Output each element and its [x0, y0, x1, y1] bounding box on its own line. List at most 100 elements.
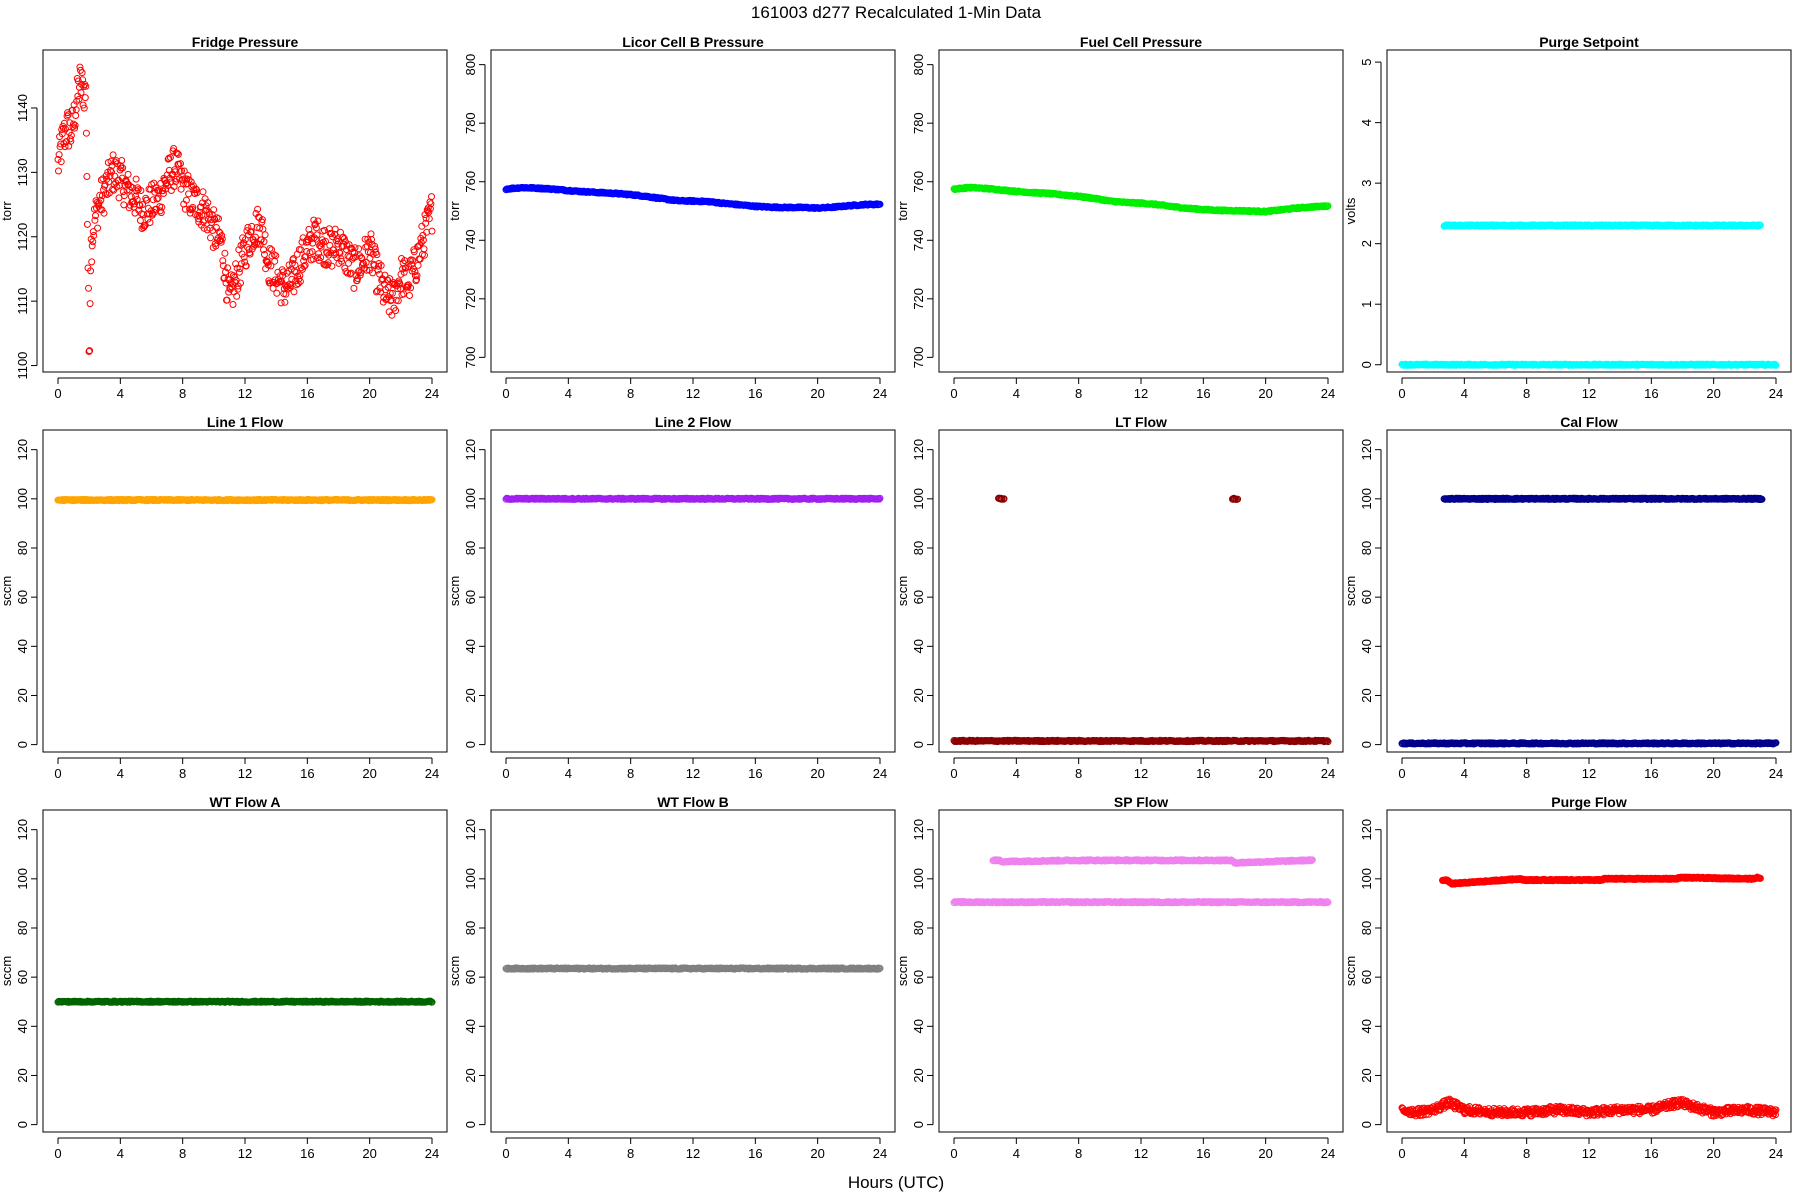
data-point [358, 255, 366, 262]
data-point [83, 173, 91, 180]
data-point [242, 262, 250, 270]
data-point [218, 235, 226, 243]
data-point [72, 106, 80, 114]
x-tick-label: 20 [810, 386, 824, 401]
plot-frame [1386, 49, 1792, 373]
data-point [312, 235, 320, 243]
data-point [174, 150, 182, 158]
data-point [210, 206, 218, 214]
y-tick-label: 80 [1359, 541, 1374, 555]
data-point [202, 207, 210, 215]
data-point [261, 251, 268, 258]
data-point [330, 246, 338, 254]
data-point [78, 80, 85, 88]
data-point [132, 192, 140, 200]
x-tick-label: 4 [1461, 766, 1468, 781]
y-tick-label: 1100 [15, 352, 30, 380]
data-point [166, 154, 174, 161]
data-point [351, 244, 359, 252]
x-tick-label: 24 [1769, 766, 1783, 781]
data-point [80, 104, 88, 112]
y-axis-label: volts [1343, 197, 1358, 224]
x-tick-label: 16 [748, 766, 762, 781]
data-point [425, 208, 433, 216]
x-tick-label: 8 [1075, 766, 1082, 781]
panel-title: Cal Flow [1560, 414, 1618, 430]
y-tick-label: 1120 [15, 223, 30, 251]
y-tick-label: 800 [911, 54, 926, 76]
data-point [72, 112, 80, 119]
data-point [184, 172, 192, 179]
y-tick-label: 0 [1359, 361, 1374, 368]
data-point [241, 258, 249, 266]
y-tick-label: 780 [463, 112, 478, 134]
x-tick-label: 0 [1398, 766, 1405, 781]
data-point [308, 248, 316, 256]
y-tick-label: 120 [1359, 439, 1374, 461]
x-tick-label: 0 [502, 766, 509, 781]
data-point [233, 264, 241, 272]
x-tick-label: 24 [425, 386, 439, 401]
data-point [127, 183, 135, 191]
x-tick-label: 16 [1196, 386, 1210, 401]
series-1 [502, 183, 884, 212]
data-point [88, 242, 96, 250]
series-2 [995, 494, 1242, 503]
data-points [950, 494, 1332, 746]
data-points [502, 494, 884, 503]
data-point [67, 131, 75, 139]
y-axis-label: sccm [447, 576, 462, 606]
data-point [251, 241, 259, 249]
data-point [173, 149, 181, 157]
y-tick-label: 120 [15, 439, 30, 461]
data-point [181, 205, 189, 213]
data-point [406, 257, 414, 265]
data-point [233, 292, 241, 300]
data-point [182, 196, 190, 204]
data-point [402, 264, 410, 272]
data-point [303, 248, 311, 255]
y-axis-label: torr [895, 201, 910, 221]
x-tick-label: 4 [565, 386, 572, 401]
data-point [241, 236, 249, 244]
panel-title: Purge Setpoint [1539, 34, 1639, 50]
x-tick-label: 24 [1321, 386, 1335, 401]
x-tick-label: 8 [1523, 766, 1530, 781]
y-tick-label: 2 [1359, 240, 1374, 247]
x-tick-label: 4 [1461, 386, 1468, 401]
data-point [170, 183, 178, 190]
data-point [260, 246, 267, 254]
x-tick-label: 12 [686, 386, 700, 401]
data-point [219, 262, 227, 270]
data-point [261, 231, 269, 239]
data-point [156, 207, 164, 215]
data-point [338, 257, 346, 265]
data-point [296, 278, 304, 285]
data-point [223, 296, 231, 304]
y-tick-label: 60 [1359, 590, 1374, 604]
x-tick-label: 4 [117, 386, 124, 401]
data-point [363, 266, 371, 274]
x-tick-label: 4 [1013, 766, 1020, 781]
data-point [236, 265, 244, 273]
y-tick-label: 40 [1359, 639, 1374, 653]
x-tick-label: 20 [362, 766, 376, 781]
data-point [270, 251, 278, 259]
data-point [290, 288, 298, 296]
data-point [383, 295, 390, 303]
data-point [107, 157, 115, 165]
data-point [322, 237, 329, 245]
data-point [310, 216, 318, 224]
data-point [192, 185, 200, 193]
x-tick-label: 0 [950, 766, 957, 781]
data-point [177, 160, 184, 168]
data-point [132, 175, 140, 183]
y-axis-label: sccm [0, 576, 14, 606]
data-points [54, 495, 436, 505]
data-point [248, 222, 256, 230]
data-point [321, 226, 328, 234]
x-tick-label: 20 [1706, 766, 1720, 781]
data-point [207, 234, 214, 242]
